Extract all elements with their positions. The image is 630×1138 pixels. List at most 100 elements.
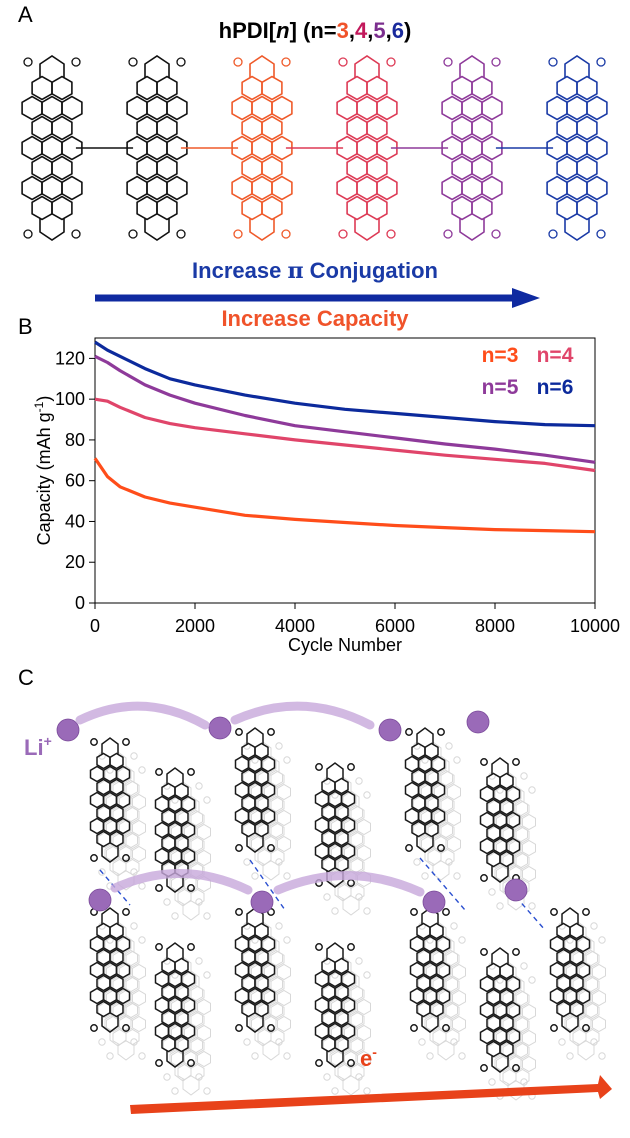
carbonyl-oxygen	[90, 738, 98, 746]
ring	[569, 922, 584, 940]
legend-entry: n=4	[537, 344, 574, 367]
imide-top	[326, 762, 344, 779]
imide-top	[437, 935, 455, 952]
ring	[440, 848, 455, 866]
x-tick-label: 6000	[375, 616, 415, 636]
carbonyl-oxygen	[267, 1024, 275, 1032]
ring	[357, 1024, 371, 1042]
carbonyl-oxygen	[437, 728, 445, 736]
carbonyl-oxygen	[596, 57, 606, 67]
ion-hop-arrow	[75, 701, 210, 730]
carbonyl-oxygen	[558, 1038, 566, 1046]
imide-ring-bottom	[249, 218, 275, 241]
ring	[334, 1035, 349, 1053]
imide-top	[182, 970, 200, 987]
ring	[427, 848, 442, 866]
hydrogen-bond	[419, 857, 466, 911]
carbonyl-oxygen	[251, 1052, 259, 1060]
carbonyl-oxygen	[195, 957, 203, 965]
imide-bottom	[342, 899, 360, 916]
ring	[505, 837, 521, 855]
carbonyl-oxygen	[90, 1024, 98, 1032]
carbonyl-oxygen	[520, 772, 528, 780]
imide-ring-bottom	[564, 218, 590, 241]
carbonyl-oxygen	[233, 229, 243, 239]
carbonyl-oxygen	[347, 763, 355, 771]
ring	[340, 1022, 356, 1040]
carbonyl-oxygen	[413, 858, 421, 866]
ring	[499, 850, 514, 868]
carbonyl-oxygen	[355, 957, 363, 965]
ring	[260, 781, 276, 799]
n-value-5: 5	[373, 18, 386, 43]
carbonyl-oxygen	[410, 908, 418, 916]
carbonyl-oxygen	[363, 907, 371, 915]
carbonyl-oxygen	[426, 1052, 434, 1060]
ring	[445, 950, 460, 968]
arrow-head	[512, 288, 540, 308]
ring	[96, 922, 111, 940]
ring	[515, 1016, 530, 1034]
imide-bottom	[101, 846, 119, 863]
carbonyl-oxygen	[233, 57, 243, 67]
carbonyl-oxygen	[363, 971, 371, 979]
ring	[270, 950, 285, 968]
ring	[499, 988, 514, 1006]
ring	[277, 963, 291, 981]
stack-ghost-unit	[331, 970, 371, 1096]
ring	[549, 935, 565, 953]
series-line-n=6	[94, 340, 596, 428]
ring	[161, 782, 176, 800]
carbonyl-oxygen	[347, 943, 355, 951]
y-tick-label: 40	[65, 511, 85, 531]
lower-chain-unit	[314, 942, 356, 1068]
ring	[277, 809, 291, 827]
x-tick-label: 2000	[175, 616, 215, 636]
ring	[342, 971, 357, 989]
benzene-ring	[586, 135, 608, 161]
imide-bottom	[342, 1079, 360, 1096]
ring	[125, 976, 140, 994]
conjugation-prefix: Increase	[192, 258, 288, 283]
ring	[340, 816, 356, 834]
ring	[430, 807, 446, 825]
ring	[522, 865, 536, 883]
y-axis-label-superscript: -1	[32, 401, 46, 412]
ring	[357, 1050, 371, 1068]
ring	[132, 963, 146, 981]
upper-chain-unit	[479, 757, 521, 883]
carbonyl-oxygen	[548, 57, 558, 67]
ring	[575, 935, 591, 953]
legend-entry: n=5	[482, 376, 519, 399]
ring	[254, 742, 269, 760]
legend: n=3 n=4 n=5 n=6	[482, 344, 574, 399]
ring	[254, 1000, 269, 1018]
carbonyl-oxygen	[442, 1024, 450, 1032]
carbonyl-oxygen	[512, 1064, 520, 1072]
ring	[180, 1022, 196, 1040]
ring	[429, 948, 444, 966]
imide-ring-bottom	[459, 218, 485, 241]
carbonyl-oxygen	[598, 1052, 606, 1060]
carbonyl-oxygen	[163, 898, 171, 906]
ring	[340, 996, 356, 1014]
legend-entry: n=6	[537, 376, 574, 399]
carbonyl-oxygen	[405, 728, 413, 736]
ring	[96, 752, 111, 770]
ring	[430, 781, 446, 799]
carbonyl-oxygen	[155, 1059, 163, 1067]
ring	[234, 961, 250, 979]
carbonyl-oxygen	[480, 758, 488, 766]
ring	[234, 781, 250, 799]
carbonyl-oxygen	[323, 893, 331, 901]
imide-top	[262, 935, 280, 952]
lower-chain-unit	[409, 907, 451, 1033]
carbonyl-oxygen	[453, 756, 461, 764]
capacity-chart: 0 20 40 60 80 100 120 0 2000 4000 6000 8000 10000 C…	[32, 337, 620, 655]
stack-ghost-unit	[421, 755, 461, 881]
imide-top	[246, 727, 264, 744]
ring	[350, 831, 365, 849]
ring	[437, 936, 452, 954]
carbonyl-oxygen	[122, 738, 130, 746]
carbonyl-oxygen	[203, 971, 211, 979]
